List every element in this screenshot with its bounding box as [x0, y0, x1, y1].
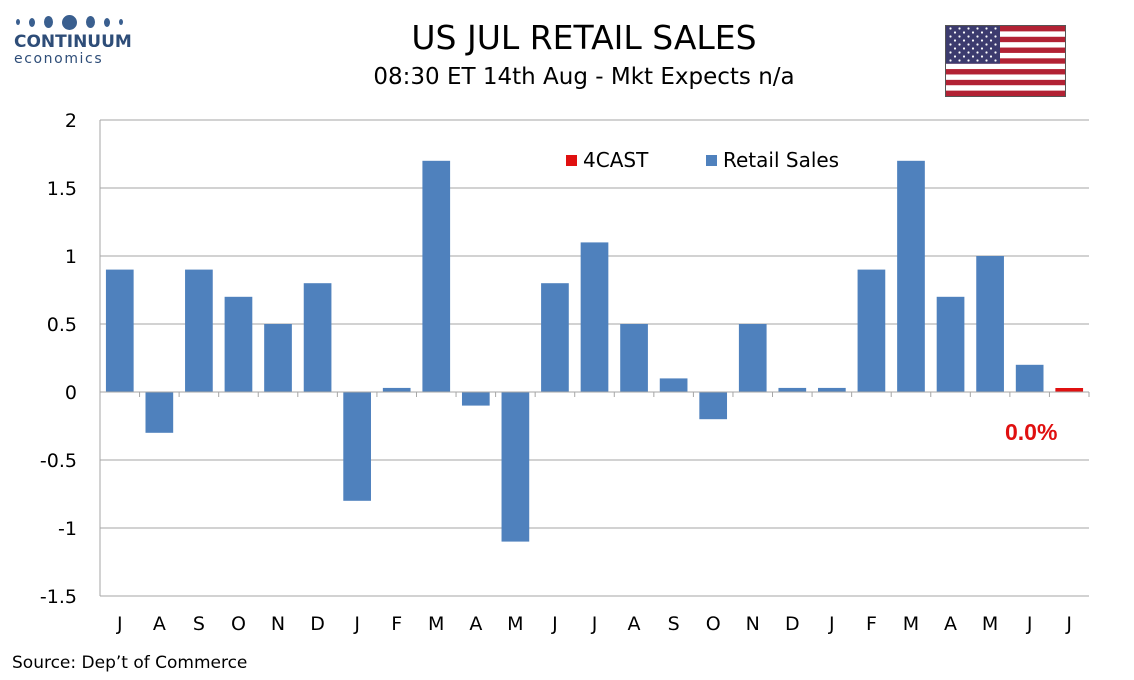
retail-sales-bar	[343, 392, 371, 501]
legend-swatch-4cast	[566, 155, 577, 166]
x-tick-label: M	[507, 613, 523, 635]
x-tick-label: J	[551, 613, 558, 635]
x-tick-label: A	[469, 613, 482, 635]
y-tick-label: 0	[65, 382, 77, 404]
retail-sales-bar	[738, 324, 767, 392]
x-tick-label: M	[428, 613, 444, 635]
x-tick-label: O	[706, 613, 721, 635]
x-tick-label: J	[828, 613, 835, 635]
x-tick-label: J	[591, 613, 598, 635]
y-tick-label: -1.5	[40, 586, 77, 608]
retail-sales-bar	[224, 296, 253, 392]
forecast-bar	[1055, 388, 1084, 392]
x-tick-label: N	[271, 613, 285, 635]
retail-sales-bar	[699, 392, 728, 420]
retail-sales-bar	[857, 269, 886, 392]
retail-sales-bar	[105, 269, 134, 392]
y-tick-label: -0.5	[40, 450, 77, 472]
retail-sales-bar	[897, 160, 925, 392]
source-note: Source: Dep’t of Commerce	[12, 653, 248, 673]
x-tick-label: A	[153, 613, 166, 635]
legend-label-retail-sales: Retail Sales	[723, 148, 839, 172]
retail-sales-bar	[541, 283, 569, 392]
legend-label-4cast: 4CAST	[583, 148, 649, 172]
x-tick-label: J	[1065, 613, 1072, 635]
chart-title: US JUL RETAIL SALES	[411, 18, 757, 57]
x-tick-label: M	[982, 613, 998, 635]
retail-sales-bar	[778, 387, 807, 392]
x-tick-label: D	[310, 613, 325, 635]
us-flag-icon	[945, 25, 1066, 97]
y-tick-label: 2	[65, 110, 77, 132]
retail-sales-bar	[303, 283, 332, 392]
x-tick-label: O	[231, 613, 246, 635]
x-tick-label: J	[353, 613, 360, 635]
chart-legend: 4CAST Retail Sales	[566, 148, 839, 172]
retail-sales-bar	[382, 387, 411, 392]
logo-dots-icon	[14, 14, 144, 30]
retail-sales-bar	[620, 324, 648, 392]
x-tick-label: J	[1026, 613, 1033, 635]
x-tick-label: A	[628, 613, 641, 635]
retail-sales-bar	[501, 392, 530, 542]
retail-sales-bar	[580, 242, 609, 392]
logo-wordmark: CONTINUUM	[14, 32, 132, 52]
x-tick-label: A	[944, 613, 957, 635]
retail-sales-bar	[976, 256, 1004, 392]
y-tick-label: 0.5	[47, 314, 77, 336]
y-tick-label: 1.5	[47, 178, 77, 200]
forecast-value-label: 0.0%	[1005, 419, 1057, 445]
x-tick-label: S	[668, 613, 680, 635]
retail-sales-bar	[145, 392, 174, 433]
x-tick-label: F	[866, 613, 877, 635]
x-tick-label: M	[903, 613, 919, 635]
retail-sales-bar	[818, 387, 846, 392]
retail-sales-bar	[936, 296, 965, 392]
retail-sales-bar	[422, 160, 451, 392]
x-tick-label: N	[746, 613, 760, 635]
x-tick-label: J	[116, 613, 123, 635]
legend-swatch-retail-sales	[706, 155, 717, 166]
retail-sales-bar	[185, 269, 213, 392]
retail-sales-bar	[1015, 364, 1044, 392]
company-logo: CONTINUUM economics	[14, 14, 144, 67]
x-tick-label: S	[193, 613, 205, 635]
y-tick-label: -1	[58, 518, 77, 540]
chart-subtitle: 08:30 ET 14th Aug - Mkt Expects n/a	[373, 64, 795, 90]
x-tick-label: F	[391, 613, 402, 635]
y-tick-label: 1	[65, 246, 77, 268]
retail-sales-bar	[264, 324, 292, 392]
retail-sales-bar	[659, 378, 688, 392]
retail-sales-bar	[461, 392, 490, 406]
logo-subtitle: economics	[14, 51, 104, 67]
x-tick-label: D	[785, 613, 800, 635]
